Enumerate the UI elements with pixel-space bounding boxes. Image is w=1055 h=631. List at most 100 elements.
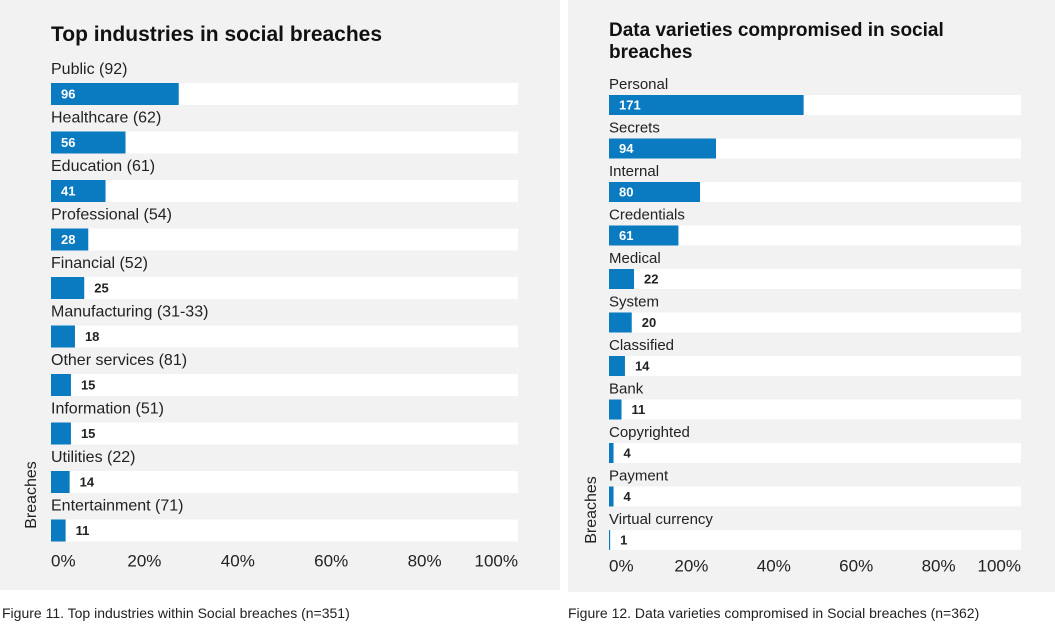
bar-track [51, 277, 518, 299]
bar [609, 356, 625, 376]
value-label: 94 [619, 141, 634, 156]
x-tick-label: 80% [408, 551, 442, 570]
bar [609, 486, 614, 507]
value-label: 171 [619, 97, 641, 112]
value-label: 28 [61, 232, 75, 247]
category-label: Classified [609, 337, 674, 354]
category-label: Education (61) [51, 158, 155, 175]
value-label: 11 [76, 523, 90, 538]
value-label: 14 [80, 474, 95, 489]
x-tick-label: 60% [314, 551, 348, 570]
category-label: Bank [609, 380, 644, 397]
category-label: Internal [609, 163, 659, 180]
category-label: Secrets [609, 119, 660, 136]
category-label: System [609, 293, 659, 310]
bar [51, 277, 85, 299]
category-label: Personal [609, 76, 668, 93]
category-label: Manufacturing (31-33) [51, 304, 208, 321]
bar [51, 471, 70, 493]
value-label: 14 [635, 358, 650, 373]
caption: Figure 11. Top industries within Social … [2, 605, 350, 621]
bar-track [51, 374, 518, 396]
bar [609, 269, 635, 289]
bar [609, 138, 716, 159]
bar-track [51, 519, 518, 542]
bar-track [51, 228, 518, 251]
category-label: Medical [609, 250, 661, 267]
bar-track [609, 399, 1021, 420]
category-label: Professional (54) [51, 207, 172, 224]
bar-track [609, 486, 1021, 507]
bar [51, 374, 71, 396]
y-axis-label: Breaches [23, 461, 40, 529]
bar [51, 422, 71, 445]
value-label: 11 [632, 402, 646, 417]
bar-track [51, 325, 518, 348]
x-tick-label: 60% [839, 556, 873, 575]
value-label: 80 [619, 184, 633, 199]
category-label: Information (51) [51, 401, 164, 418]
bar-track [609, 530, 1021, 550]
value-label: 61 [619, 228, 633, 243]
bar [51, 83, 179, 105]
value-label: 18 [85, 329, 99, 344]
value-label: 20 [642, 315, 656, 330]
chart-title: Data varieties compromised in social bre… [609, 20, 944, 63]
bar-track [609, 356, 1021, 376]
y-axis-label: Breaches [583, 476, 600, 544]
bar [51, 325, 75, 348]
bar-track [51, 180, 518, 202]
category-label: Other services (81) [51, 352, 187, 369]
bar-track [51, 422, 518, 445]
bar-track [609, 269, 1021, 289]
x-tick-label: 40% [221, 551, 255, 570]
x-tick-label: 0% [51, 551, 76, 570]
category-label: Copyrighted [609, 424, 690, 441]
value-label: 25 [94, 280, 108, 295]
bar [609, 312, 632, 333]
bar-track [51, 471, 518, 493]
bar [609, 443, 614, 463]
bar [51, 228, 89, 251]
x-tick-label: 20% [127, 551, 161, 570]
bar [51, 180, 106, 202]
category-label: Entertainment (71) [51, 498, 184, 515]
bar [51, 519, 66, 542]
value-label: 41 [61, 183, 75, 198]
x-tick-label: 40% [757, 556, 791, 575]
chart-title: Top industries in social breaches [51, 23, 383, 46]
value-label: 4 [624, 489, 632, 504]
bar [609, 225, 679, 246]
bar [609, 530, 611, 550]
value-label: 15 [81, 377, 95, 392]
x-tick-label: 20% [674, 556, 708, 575]
value-label: 96 [61, 86, 75, 101]
bar-track [51, 131, 518, 154]
category-label: Financial (52) [51, 255, 148, 272]
bar [609, 182, 701, 202]
bar-track [609, 225, 1021, 246]
value-label: 15 [81, 426, 95, 441]
category-label: Public (92) [51, 61, 127, 78]
x-tick-label: 100% [978, 556, 1021, 575]
bar [609, 399, 622, 420]
category-label: Credentials [609, 206, 685, 223]
bar [609, 95, 804, 115]
value-label: 56 [61, 135, 75, 150]
category-label: Virtual currency [609, 511, 713, 528]
bar-track [609, 443, 1021, 463]
bar [51, 131, 126, 154]
category-label: Utilities (22) [51, 449, 135, 466]
x-tick-label: 80% [922, 556, 956, 575]
value-label: 1 [620, 532, 627, 547]
value-label: 4 [624, 445, 632, 460]
value-label: 22 [644, 271, 658, 286]
category-label: Healthcare (62) [51, 110, 161, 127]
x-tick-label: 0% [609, 556, 634, 575]
caption: Figure 12. Data varieties compromised in… [568, 605, 980, 621]
x-tick-label: 100% [475, 551, 518, 570]
bar-track [609, 312, 1021, 333]
bar-track [609, 182, 1021, 202]
